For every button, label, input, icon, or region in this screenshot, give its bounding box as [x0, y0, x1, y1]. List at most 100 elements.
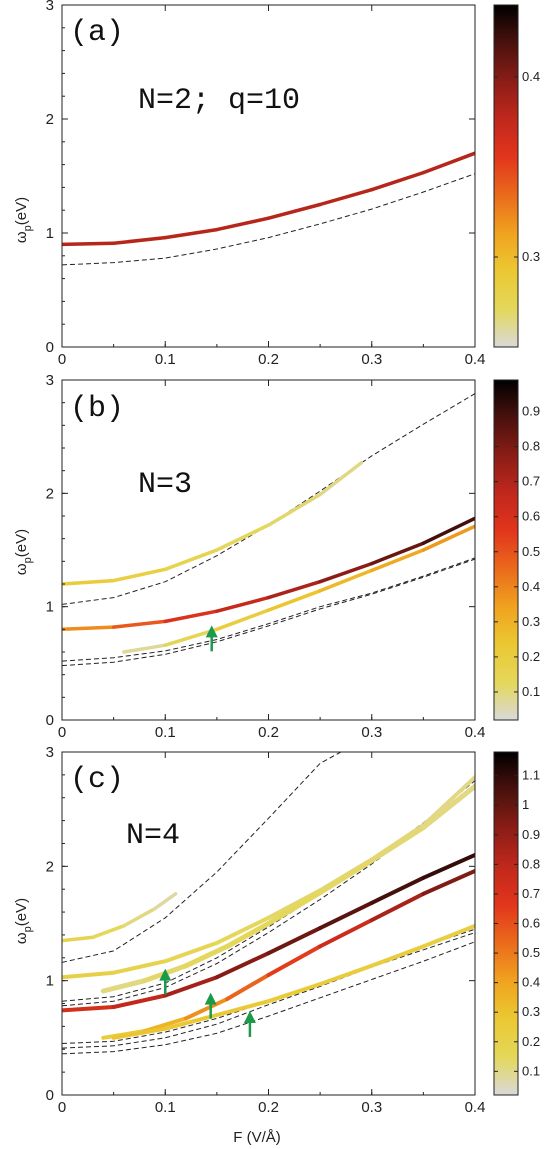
colorbar-tick-label: 0.3: [522, 1004, 540, 1019]
dashed-curve: [62, 393, 475, 605]
curve-segment: [153, 892, 178, 911]
curve-segment: [369, 541, 426, 566]
y-axis-label: ωp(eV): [13, 197, 34, 243]
svg-text:ωp(eV): ωp(eV): [13, 898, 34, 944]
y-tick-label: 0: [46, 712, 54, 729]
curve-segment: [163, 227, 219, 240]
svg-text:ωp(eV): ωp(eV): [13, 197, 34, 243]
dashed-curve: [62, 752, 342, 963]
curve-segment: [183, 943, 230, 969]
y-label-unit: (eV): [13, 529, 30, 557]
curve-segment: [421, 868, 475, 896]
curve-segment: [111, 235, 168, 246]
curve-segment: [369, 944, 426, 968]
arrow-head: [243, 1010, 256, 1023]
curve-segment: [266, 890, 323, 926]
x-tick-label: 0.1: [155, 1099, 176, 1116]
curve-segment: [163, 1013, 219, 1031]
panel-label: (c): [70, 763, 124, 797]
panel-a: 0 0.1 0.2 0.3 0.4 0 1 2 3 0.3 0.4 (a) N=2; q=10 ωp…: [13, 0, 540, 368]
curve-segment: [421, 524, 475, 552]
curve-segment: [62, 625, 116, 632]
curve-segment: [421, 923, 475, 949]
curve-segment: [215, 608, 271, 632]
curve-segment: [318, 561, 374, 584]
y-label-sub: p: [22, 557, 34, 563]
x-axis-label: F (V/Å): [233, 1129, 281, 1146]
x-tick-label: 0.1: [155, 724, 176, 741]
dashed-curve: [62, 932, 475, 1049]
x-tick-label: 0.3: [361, 724, 382, 741]
curve-segment: [111, 1026, 168, 1040]
colored-curve: [62, 892, 178, 943]
y-label-unit: (eV): [13, 898, 30, 926]
curve-segment: [62, 1005, 116, 1013]
y-tick-label: 1: [46, 225, 54, 242]
curve-segment: [214, 951, 271, 980]
colorbar-tick-label: 0.4: [522, 579, 540, 594]
curve-segment: [318, 963, 374, 987]
curve-segment: [163, 975, 219, 998]
curve-segment: [266, 202, 322, 220]
y-label-sub: p: [22, 225, 34, 231]
x-tick-label: 0.2: [258, 724, 279, 741]
x-tick-label: 0: [58, 1099, 66, 1116]
panel-label: (b): [70, 392, 124, 426]
panel-annotation: N=4: [126, 819, 180, 853]
curve-segment: [225, 973, 271, 1001]
y-tick-label: 2: [46, 858, 54, 875]
curve-segment: [215, 523, 271, 552]
colorbar-tick-label: 0.4: [522, 975, 540, 990]
colorbar-tick-label: 0.9: [522, 827, 540, 842]
curve-segment: [163, 940, 219, 964]
colorbar-tick-label: 0.1: [522, 684, 540, 699]
curve-segment: [111, 959, 168, 975]
colored-curve: [62, 151, 475, 247]
curve-segment: [421, 516, 475, 545]
curve-segment: [369, 891, 426, 923]
curve-segment: [111, 619, 168, 629]
colorbar-tick-label: 1.1: [522, 768, 540, 783]
curve-segment: [163, 627, 219, 647]
arrow-head: [205, 625, 218, 638]
x-tick-label: 0.2: [258, 1099, 279, 1116]
dashed-curve: [62, 173, 475, 266]
plot-marks: [62, 151, 475, 266]
curve-segment: [111, 993, 168, 1009]
green-arrow: [159, 968, 172, 995]
x-tick-label: 0: [58, 724, 66, 741]
colored-curve: [101, 868, 475, 1040]
y-label-main: ω: [13, 231, 30, 243]
dashed-curve: [62, 941, 475, 1055]
curve-segment: [318, 568, 374, 593]
x-tick-label: 0.3: [361, 351, 382, 368]
y-label-unit: (eV): [13, 197, 30, 225]
curve-segment: [421, 852, 475, 880]
dashed-curve: [62, 558, 475, 667]
colorbar-tick-label: 0.4: [522, 69, 540, 84]
colorbar: 0.1 0.2 0.3 0.4 0.5 0.6 0.7 0.8 0.9 1 1.1: [493, 751, 540, 1096]
curve-segment: [369, 825, 426, 864]
curve-segment: [421, 775, 475, 828]
arrow-head: [204, 992, 217, 1005]
curve-segment: [224, 921, 271, 949]
panel-c: 0 0.1 0.2 0.3 0.401230.10.20.30.40.50.60.70.…: [13, 744, 540, 1116]
y-label-main: ω: [13, 932, 30, 944]
curve-segment: [266, 944, 323, 977]
colorbar-tick-label: 0.8: [522, 439, 540, 454]
curve-segment: [62, 970, 116, 980]
y-axis-label: ωp(eV): [13, 898, 34, 944]
colored-curve: [62, 516, 475, 632]
curve-segment: [420, 783, 475, 830]
green-arrow: [204, 992, 217, 1019]
colorbar-tick-label: 0.7: [522, 886, 540, 901]
x-tick-label: 0.4: [465, 724, 486, 741]
colorbar-tick-label: 0.5: [522, 544, 540, 559]
colorbar-tick-label: 0.1: [522, 1063, 540, 1078]
curve-segment: [91, 924, 126, 939]
colorbar-tick-label: 0.9: [522, 404, 540, 419]
curve-segment: [163, 548, 219, 572]
panel-annotation: N=3: [138, 468, 192, 502]
plot-marks: [62, 752, 475, 1055]
